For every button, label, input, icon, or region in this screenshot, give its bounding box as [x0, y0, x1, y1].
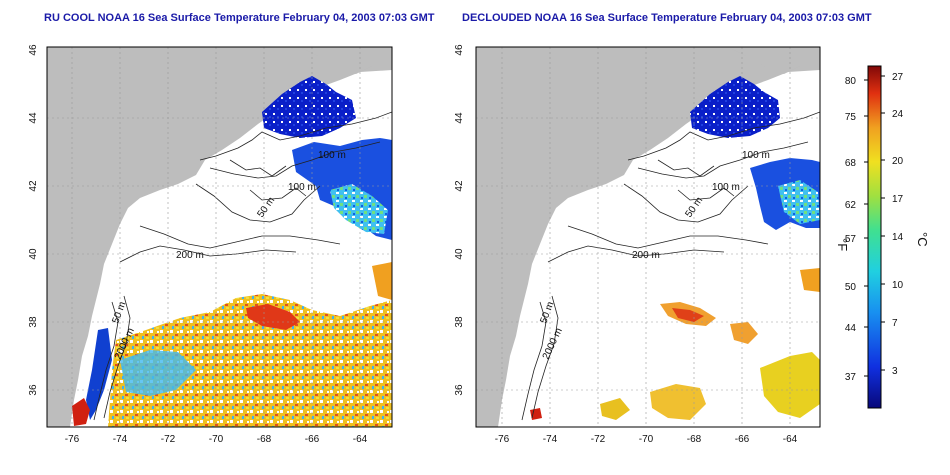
colorbar-f-tick: 37	[845, 372, 857, 383]
x-tick-label: -76	[495, 434, 510, 445]
left-contour-label: 200 m	[176, 250, 204, 261]
y-tick-label: 40	[454, 248, 465, 260]
right-sst-gulf-of-maine	[690, 76, 780, 138]
colorbar: 80 75 68 62 57 50 44 37 27 24 20 17 14 1…	[835, 65, 930, 409]
left-contour-label: 100 m	[318, 150, 346, 161]
y-tick-label: 44	[454, 112, 465, 124]
colorbar-f-tick: 44	[845, 323, 857, 334]
x-tick-label: -66	[305, 434, 320, 445]
left-sst-gulf-of-maine	[262, 76, 356, 138]
colorbar-f-tick: 50	[845, 282, 857, 293]
x-tick-label: -70	[639, 434, 654, 445]
left-contour-label: 100 m	[288, 182, 316, 193]
x-tick-label: -68	[257, 434, 272, 445]
right-land-ns	[728, 47, 820, 74]
left-map: 100 m 100 m 50 m 200 m 50 m 2000 m -76 -…	[28, 44, 393, 445]
x-tick-label: -74	[543, 434, 558, 445]
right-contour-label: 100 m	[712, 182, 740, 193]
y-tick-label: 40	[28, 248, 39, 260]
y-tick-label: 36	[28, 384, 39, 396]
colorbar-c-tick: 3	[892, 366, 898, 377]
y-tick-label: 44	[28, 112, 39, 124]
colorbar-c-tick: 20	[892, 156, 904, 167]
left-land	[47, 47, 392, 427]
colorbar-c-tick: 14	[892, 232, 904, 243]
colorbar-gradient	[867, 65, 882, 409]
colorbar-c-tick: 17	[892, 194, 904, 205]
right-land	[476, 47, 820, 427]
x-tick-label: -74	[113, 434, 128, 445]
right-map: 100 m 100 m 50 m 200 m 50 m 2000 m -76 -…	[454, 44, 821, 445]
right-map-title: DECLOUDED NOAA 16 Sea Surface Temperatur…	[462, 12, 872, 24]
y-tick-label: 42	[454, 180, 465, 192]
colorbar-f-label: °F	[835, 238, 850, 251]
x-tick-label: -76	[65, 434, 80, 445]
left-grid	[47, 47, 392, 427]
colorbar-f-tick: 80	[845, 76, 857, 87]
y-tick-label: 38	[454, 316, 465, 328]
colorbar-f-tick: 68	[845, 158, 857, 169]
right-axes: -76 -74 -72 -70 -68 -66 -64 36 38 40 42 …	[454, 44, 798, 445]
right-grid	[476, 47, 820, 427]
colorbar-f-tick: 75	[845, 112, 857, 123]
colorbar-c-tick: 10	[892, 280, 904, 291]
colorbar-f-tick: 57	[845, 234, 857, 245]
colorbar-c-tick: 27	[892, 72, 904, 83]
colorbar-c-label: °C	[915, 232, 930, 247]
left-axes: -76 -74 -72 -70 -68 -66 -64 36 38 40 42 …	[28, 44, 368, 445]
x-tick-label: -64	[783, 434, 798, 445]
colorbar-c-tick: 24	[892, 109, 904, 120]
x-tick-label: -66	[735, 434, 750, 445]
x-tick-label: -68	[687, 434, 702, 445]
x-tick-label: -64	[353, 434, 368, 445]
y-tick-label: 38	[28, 316, 39, 328]
colorbar-f-tick: 62	[845, 200, 857, 211]
colorbar-c-tick: 7	[892, 318, 898, 329]
x-tick-label: -70	[209, 434, 224, 445]
left-sst-south	[108, 294, 392, 427]
left-land-ns	[300, 47, 392, 74]
left-map-title: RU COOL NOAA 16 Sea Surface Temperature …	[44, 12, 435, 24]
y-tick-label: 46	[454, 44, 465, 56]
y-tick-label: 46	[28, 44, 39, 56]
x-tick-label: -72	[161, 434, 176, 445]
y-tick-label: 42	[28, 180, 39, 192]
right-contour-label: 100 m	[742, 150, 770, 161]
right-contours	[521, 111, 820, 421]
right-contour-label: 200 m	[632, 250, 660, 261]
left-contours	[93, 111, 392, 421]
y-tick-label: 36	[454, 384, 465, 396]
x-tick-label: -72	[591, 434, 606, 445]
